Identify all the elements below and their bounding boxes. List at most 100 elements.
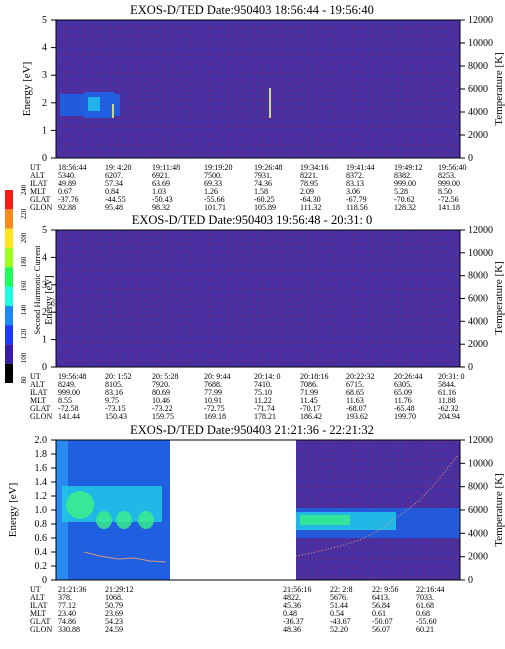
ephemeris-value: 19:41:44: [346, 163, 374, 172]
panel-1-ylabel: Energy [eV]: [21, 62, 33, 116]
ephemeris-value: 141.44: [58, 412, 80, 421]
ephemeris-value: 8382.: [394, 171, 412, 180]
ephemeris-value: 178.21: [254, 412, 276, 421]
ephemeris-value: 11.22: [254, 396, 272, 405]
panel-3-title: EXOS-D/TED Date:950403 21:21:36 - 22:21:…: [130, 423, 374, 437]
ephemeris-value: 10.91: [204, 396, 222, 405]
ephemeris-value: -50.43: [152, 195, 173, 204]
ephemeris-value: 74.36: [254, 179, 272, 188]
panel-1-ephemeris: 18:56:44 5340. 49.89 0.67 -37.76 92.88 1…: [58, 163, 466, 212]
ephemeris-value: 2.09: [300, 187, 314, 196]
colorbar-swatch: [5, 190, 13, 210]
colorbar-swatch: [5, 286, 13, 306]
panel-2-ephemeris: 19:56:48 8249. 999.00 8.55 -72.58 141.44…: [58, 372, 464, 421]
panel-1-spectrogram: [56, 20, 460, 158]
ephemeris-value: 8105.: [105, 380, 123, 389]
ephemeris-value: 999.00: [394, 179, 416, 188]
panel-1-ytick: 3: [42, 70, 47, 81]
panel-1-right-axis: 0 2000 4000 6000 8000 10000 12000 Temper…: [460, 15, 505, 164]
ephemeris-value: 21:56:16: [283, 585, 311, 594]
ephemeris-value: 52.20: [330, 625, 348, 634]
ephemeris-value: 0.67: [58, 187, 72, 196]
ephemeris-value: 6207.: [105, 171, 123, 180]
ephemeris-value: 23.40: [58, 609, 76, 618]
panel-2-ytick: 1: [42, 335, 47, 346]
panel-3-ytick: 0.6: [35, 533, 48, 544]
ephemeris-value: 11.45: [300, 396, 318, 405]
panel-3-right-axis: 0 2000 4000 6000 8000 10000 12000 Temper…: [460, 435, 505, 586]
panel-3-data-gap: [170, 440, 296, 580]
ephemeris-value: 7033.: [416, 593, 434, 602]
ephemeris-value: 6305.: [394, 380, 412, 389]
ephemeris-label: MLT: [30, 396, 46, 405]
ephemeris-label: MLT: [30, 187, 46, 196]
panel-1-left-axis: 0 1 2 3 4 5 Energy [eV]: [21, 15, 56, 164]
ephemeris-value: 7410.: [254, 380, 272, 389]
ephemeris-value: 141.18: [438, 203, 460, 212]
panel-2-spectrogram: [56, 230, 460, 367]
panel-3-y2label: Temperature [K]: [493, 473, 505, 546]
colorbar-tick: 220: [20, 208, 28, 219]
ephemeris-value: 204.94: [438, 412, 460, 421]
ephemeris-value: 1.58: [254, 187, 268, 196]
ephemeris-value: 8249.: [58, 380, 76, 389]
ephemeris-value: 4822.: [283, 593, 301, 602]
ephemeris-value: -44.55: [105, 195, 126, 204]
ephemeris-value: 1.03: [152, 187, 166, 196]
ephemeris-value: 11.88: [438, 396, 456, 405]
ephemeris-value: 159.75: [152, 412, 174, 421]
panel-2-ytick: 3: [42, 280, 47, 291]
ephemeris-value: 48.36: [283, 625, 301, 634]
ephemeris-value: 18:56:44: [58, 163, 86, 172]
ephemeris-label: UT: [30, 585, 41, 594]
ephemeris-value: 8.50: [438, 187, 452, 196]
panel-1-y2tick: 6000: [468, 84, 488, 95]
panel-1: EXOS-D/TED Date:950403 18:56:44 - 19:56:…: [21, 3, 505, 212]
panel-3-spectrogram: [56, 440, 460, 580]
ephemeris-value: 19: 4:20: [105, 163, 131, 172]
ephemeris-value: 999.00: [438, 179, 460, 188]
panel-1-bar-2: [112, 104, 114, 118]
ephemeris-value: 68.65: [346, 388, 364, 397]
ephemeris-label: ILAT: [30, 388, 47, 397]
ephemeris-value: 378.: [58, 593, 72, 602]
ephemeris-value: 60.21: [416, 625, 434, 634]
ephemeris-value: -37.76: [58, 195, 79, 204]
ephemeris-value: 20:22:32: [346, 372, 374, 381]
ephemeris-value: -68.07: [346, 404, 367, 413]
panel-3-left-axis: 0 0.2 0.4 0.6 0.8 1.0 1.2 1.4 1.6 1.8 2.…: [7, 435, 56, 586]
panel-3-ytick: 0.8: [35, 519, 48, 530]
panel-3-temperature-trace: [83, 551, 167, 563]
ephemeris-value: -50.07: [372, 617, 393, 626]
ephemeris-value: 118.56: [346, 203, 368, 212]
ephemeris-label: ALT: [30, 171, 45, 180]
panel-1-y2tick: 2000: [468, 130, 488, 141]
ephemeris-value: 71.99: [300, 388, 318, 397]
ephemeris-value: 98.32: [152, 203, 170, 212]
ephemeris-value: 19:26:48: [254, 163, 282, 172]
panel-2-ylabel: Energy [eV]: [44, 275, 55, 325]
ephemeris-value: 61.68: [416, 601, 434, 610]
ephemeris-value: 5340.: [58, 171, 76, 180]
ephemeris-value: 78.95: [300, 179, 318, 188]
ephemeris-value: 0.61: [372, 609, 386, 618]
panel-1-title: EXOS-D/TED Date:950403 18:56:44 - 19:56:…: [130, 3, 374, 17]
ephemeris-label: GLON: [30, 412, 52, 421]
ephemeris-value: 7920.: [152, 380, 170, 389]
ephemeris-value: 101.71: [204, 203, 226, 212]
ephemeris-value: 7086.: [300, 380, 318, 389]
ephemeris-label: GLAT: [30, 195, 51, 204]
ephemeris-label: GLON: [30, 625, 52, 634]
panel-2-y2tick: 0: [468, 362, 473, 373]
ephemeris-value: 92.88: [58, 203, 76, 212]
ephemeris-value: 20:18:16: [300, 372, 328, 381]
ephemeris-value: -72.75: [204, 404, 225, 413]
colorbar-tick: 240: [20, 184, 28, 195]
panel-2-ytick: 4: [42, 252, 47, 263]
ephemeris-value: 199.70: [394, 412, 416, 421]
ephemeris-value: 11.76: [394, 396, 412, 405]
ephemeris-value: 45.36: [283, 601, 301, 610]
ephemeris-value: -70.17: [300, 404, 321, 413]
colorbar-swatch: [5, 325, 13, 345]
ephemeris-value: 5844.: [438, 380, 456, 389]
